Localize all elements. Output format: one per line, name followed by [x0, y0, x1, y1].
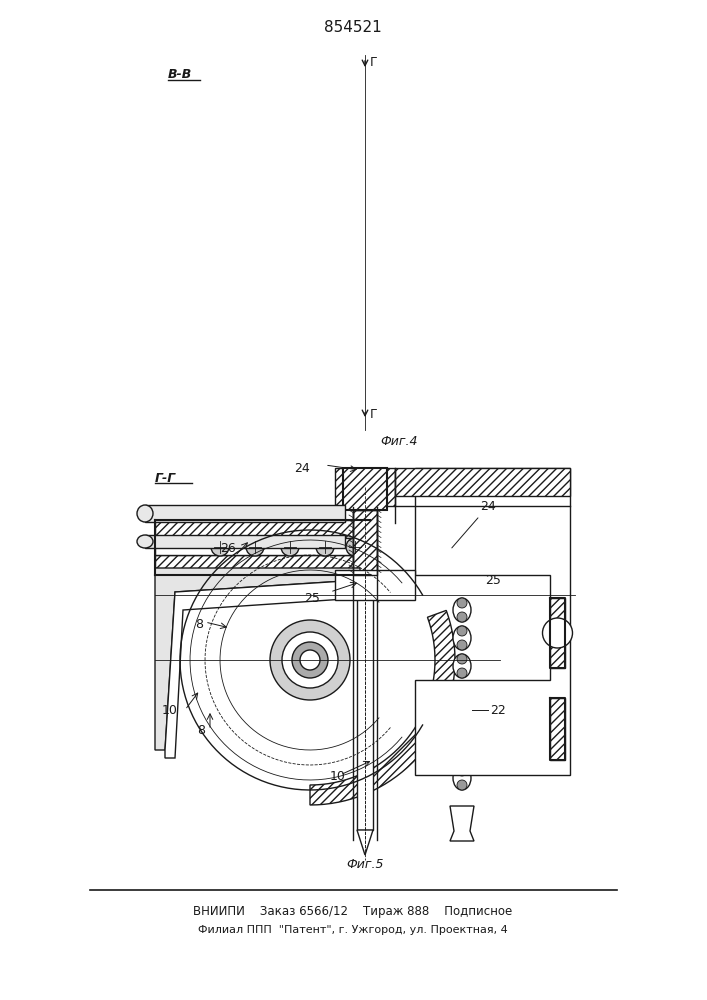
Circle shape	[457, 710, 467, 720]
Text: 8: 8	[195, 618, 203, 631]
Bar	[395, 468, 570, 496]
Text: 25: 25	[304, 592, 320, 605]
Bar	[357, 575, 373, 830]
Circle shape	[270, 620, 350, 700]
Circle shape	[346, 538, 364, 556]
Text: Фиг.5: Фиг.5	[346, 858, 384, 871]
Text: 24: 24	[294, 462, 310, 475]
Circle shape	[300, 650, 320, 670]
Text: Г: Г	[370, 408, 378, 422]
Polygon shape	[357, 830, 373, 855]
Ellipse shape	[137, 505, 153, 522]
Bar	[145, 505, 345, 522]
Text: 8: 8	[197, 724, 205, 736]
Ellipse shape	[453, 766, 471, 790]
Bar	[335, 570, 415, 600]
Text: 10: 10	[162, 704, 178, 716]
Text: Г-Г: Г-Г	[155, 472, 176, 485]
Bar	[550, 598, 565, 668]
Circle shape	[457, 696, 467, 706]
Circle shape	[281, 538, 299, 556]
Circle shape	[457, 668, 467, 678]
Bar	[343, 468, 387, 510]
Bar	[145, 535, 345, 548]
Polygon shape	[155, 555, 370, 575]
Polygon shape	[310, 610, 455, 805]
Circle shape	[457, 598, 467, 608]
Polygon shape	[450, 806, 474, 841]
Ellipse shape	[453, 654, 471, 678]
Text: Г: Г	[370, 56, 378, 70]
Circle shape	[457, 682, 467, 692]
Ellipse shape	[453, 738, 471, 762]
Circle shape	[457, 738, 467, 748]
Text: Филиал ППП  "Патент", г. Ужгород, ул. Проектная, 4: Филиал ППП "Патент", г. Ужгород, ул. Про…	[198, 925, 508, 935]
Bar	[155, 538, 370, 555]
Circle shape	[457, 766, 467, 776]
Circle shape	[246, 538, 264, 556]
Text: 24: 24	[452, 500, 496, 548]
Circle shape	[457, 654, 467, 664]
Bar	[335, 468, 395, 506]
Bar	[353, 510, 377, 575]
Circle shape	[457, 752, 467, 762]
Circle shape	[457, 724, 467, 734]
Circle shape	[457, 612, 467, 622]
Text: В-В: В-В	[168, 68, 192, 81]
Polygon shape	[415, 468, 570, 775]
Text: 10: 10	[330, 770, 346, 783]
Text: 854521: 854521	[324, 20, 382, 35]
Ellipse shape	[453, 710, 471, 734]
Ellipse shape	[453, 598, 471, 622]
Circle shape	[542, 618, 573, 648]
Text: 26: 26	[220, 542, 235, 555]
Text: Фиг.4: Фиг.4	[380, 435, 418, 448]
Circle shape	[457, 780, 467, 790]
Polygon shape	[155, 520, 370, 538]
Text: ВНИИПИ    Заказ 6566/12    Тираж 888    Подписное: ВНИИПИ Заказ 6566/12 Тираж 888 Подписное	[194, 905, 513, 918]
Text: 22: 22	[490, 704, 506, 716]
Circle shape	[457, 640, 467, 650]
Ellipse shape	[137, 535, 153, 548]
Circle shape	[292, 642, 328, 678]
Circle shape	[457, 626, 467, 636]
Circle shape	[211, 538, 229, 556]
Circle shape	[282, 632, 338, 688]
Text: 25: 25	[485, 574, 501, 586]
Ellipse shape	[453, 626, 471, 650]
Polygon shape	[155, 568, 360, 750]
Bar	[550, 698, 565, 760]
Polygon shape	[165, 580, 360, 758]
Circle shape	[316, 538, 334, 556]
Ellipse shape	[453, 682, 471, 706]
